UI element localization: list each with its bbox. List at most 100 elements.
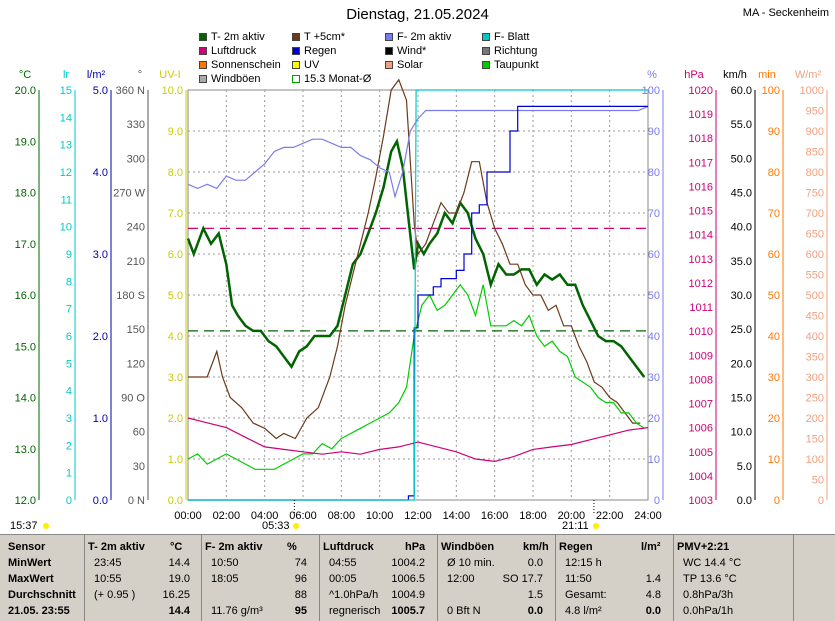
summary-col-unit: l/m² — [641, 541, 661, 553]
series-line — [187, 105, 649, 199]
legend-item: F- 2m aktiv — [385, 31, 451, 44]
y-tick-label-uv: 6.0 — [168, 249, 183, 261]
legend-label: F- 2m aktiv — [397, 31, 452, 43]
y-tick-label-dir: 330 — [127, 119, 145, 131]
y-tick-label-dir: 240 — [127, 222, 145, 234]
y-tick-label-lr: 4 — [66, 386, 72, 398]
axis-unit-hum: % — [647, 69, 657, 81]
y-tick-label-dir: 30 — [133, 461, 145, 473]
summary-cell-note: 0.0hPa/1h — [683, 605, 734, 617]
summary-col-head: T- 2m aktiv — [88, 541, 145, 553]
summary-cell-value: 19.0 — [168, 573, 190, 585]
column-separator — [201, 535, 202, 621]
y-tick-label-lr: 10 — [60, 222, 72, 234]
legend-label: 15.3 Monat-Ø — [304, 73, 372, 85]
legend-label: UV — [304, 59, 320, 71]
legend-label: Solar — [397, 59, 423, 71]
axis-unit-temp: °C — [19, 69, 31, 81]
summary-cell-note: Gesamt: — [565, 589, 607, 601]
y-tick-label-lr: 7 — [66, 304, 72, 316]
summary-cell-note: 12:15 h — [565, 557, 602, 569]
x-tick-label: 12:00 — [404, 510, 432, 522]
legend-label: T +5cm* — [304, 31, 346, 43]
y-tick-label-wind: 35.0 — [731, 256, 752, 268]
summary-cell-note: WC 14.4 °C — [683, 557, 742, 569]
legend-item: Taupunkt — [482, 59, 539, 72]
legend-swatch — [199, 33, 207, 41]
y-tick-label-min: 100 — [762, 85, 780, 97]
summary-cell-value: 1004.2 — [391, 557, 425, 569]
summary-row-label: Sensor — [8, 541, 46, 553]
y-tick-label-solar: 850 — [806, 147, 824, 159]
y-tick-label-min: 40 — [768, 331, 780, 343]
legend-label: Wind* — [397, 45, 427, 57]
series-line — [187, 283, 645, 470]
y-tick-label-rain: 2.0 — [93, 331, 108, 343]
legend-swatch — [482, 47, 490, 55]
summary-row-label: MaxWert — [8, 573, 54, 585]
y-tick-label-hum: 0 — [654, 495, 660, 507]
y-tick-label-uv: 4.0 — [168, 331, 183, 343]
y-tick-label-temp: 18.0 — [15, 188, 36, 200]
y-tick-label-hum: 40 — [648, 331, 660, 343]
summary-row-label: Durchschnitt — [8, 589, 76, 601]
summary-row-label: MinWert — [8, 557, 52, 569]
summary-cell-note: 10:50 — [211, 557, 239, 569]
axis-unit-wind: km/h — [723, 69, 747, 81]
legend-item: T +5cm* — [292, 31, 345, 44]
sun-icon — [43, 523, 49, 529]
summary-cell-note: 12:00 — [447, 573, 475, 585]
y-tick-label-lr: 13 — [60, 140, 72, 152]
y-tick-label-lr: 3 — [66, 413, 72, 425]
y-tick-label-solar: 800 — [806, 167, 824, 179]
y-tick-label-solar: 200 — [806, 413, 824, 425]
summary-cell-note: TP 13.6 °C — [683, 573, 737, 585]
sun-icon — [293, 523, 299, 529]
summary-cell-value: 0.0 — [645, 605, 661, 617]
legend-item: Sonnenschein — [199, 59, 281, 72]
y-tick-label-wind: 0.0 — [737, 495, 752, 507]
axis-unit-dir: ° — [138, 69, 142, 81]
y-tick-label-press: 1008 — [689, 374, 713, 386]
column-separator — [555, 535, 556, 621]
summary-col-head: PMV+2:21 — [677, 541, 730, 553]
y-tick-label-uv: 2.0 — [168, 413, 183, 425]
summary-table: Sensor MinWert MaxWert Durchschnitt 21.05. 2… — [0, 534, 835, 621]
y-tick-label-press: 1014 — [689, 230, 713, 242]
y-tick-label-dir: 60 — [133, 427, 145, 439]
y-tick-label-lr: 12 — [60, 167, 72, 179]
y-tick-label-press: 1020 — [689, 85, 713, 97]
legend-label: Richtung — [494, 45, 538, 57]
y-tick-label-solar: 600 — [806, 249, 824, 261]
summary-cell-note: 23:45 — [94, 557, 122, 569]
y-tick-label-temp: 19.0 — [15, 136, 36, 148]
summary-cell-value: 74 — [294, 557, 307, 569]
summary-cell-note: 00:05 — [329, 573, 357, 585]
legend-item: Solar — [385, 59, 423, 72]
y-tick-label-min: 20 — [768, 413, 780, 425]
y-tick-label-press: 1017 — [689, 157, 713, 169]
legend-label: Taupunkt — [494, 59, 539, 71]
summary-col-unit: % — [287, 541, 297, 553]
column-separator — [673, 535, 674, 621]
y-tick-label-wind: 45.0 — [731, 188, 752, 200]
legend-swatch — [199, 61, 207, 69]
column-separator — [84, 535, 85, 621]
y-tick-label-hum: 50 — [648, 290, 660, 302]
summary-cell-value: 1.4 — [645, 573, 661, 585]
y-tick-label-solar: 150 — [806, 434, 824, 446]
y-tick-label-solar: 550 — [806, 270, 824, 282]
y-tick-label-lr: 0 — [66, 495, 72, 507]
y-tick-label-dir: 150 — [127, 324, 145, 336]
y-tick-label-wind: 10.0 — [731, 427, 752, 439]
summary-cell-note: ^1.0hPa/h — [329, 589, 379, 601]
series-line — [187, 417, 649, 463]
y-tick-label-hum: 60 — [648, 249, 660, 261]
y-tick-label-min: 90 — [768, 126, 780, 138]
y-tick-label-dir: 270 W — [113, 188, 145, 200]
legend-item: Regen — [292, 45, 336, 58]
y-tick-label-press: 1007 — [689, 399, 713, 411]
y-tick-label-min: 50 — [768, 290, 780, 302]
y-tick-label-press: 1018 — [689, 133, 713, 145]
y-tick-label-solar: 400 — [806, 331, 824, 343]
